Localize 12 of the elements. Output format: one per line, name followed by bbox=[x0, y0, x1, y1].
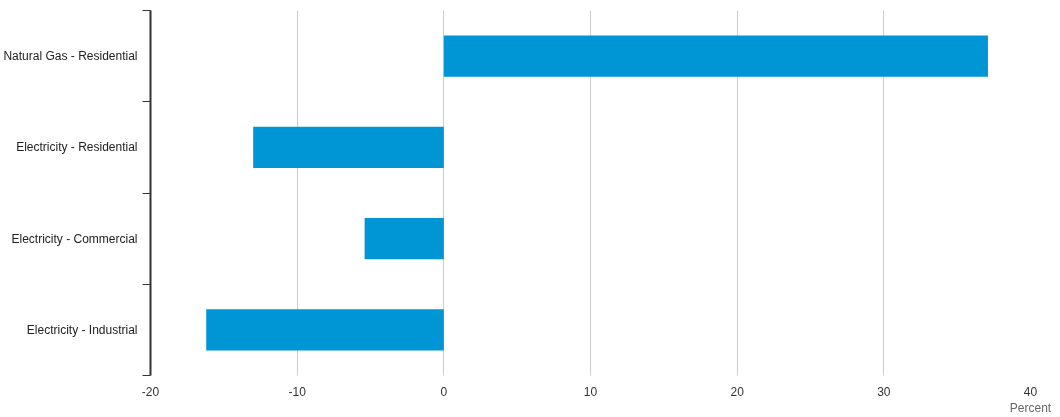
x-tick-label: 30 bbox=[877, 384, 891, 399]
x-tick-label: 10 bbox=[583, 384, 598, 399]
y-tick-label: Electricity - Industrial bbox=[26, 322, 138, 337]
x-tick-label: -10 bbox=[288, 384, 307, 399]
x-tick-label: 0 bbox=[440, 384, 448, 399]
x-tick-label: -20 bbox=[141, 384, 160, 399]
x-tick-label: 40 bbox=[1023, 384, 1038, 399]
y-tick-label: Electricity - Residential bbox=[16, 140, 138, 155]
y-tick-label: Natural Gas - Residential bbox=[3, 49, 138, 64]
x-axis-title: Percent bbox=[1009, 400, 1052, 415]
x-tick-label: 20 bbox=[730, 384, 745, 399]
y-tick-label: Electricity - Commercial bbox=[11, 231, 138, 246]
